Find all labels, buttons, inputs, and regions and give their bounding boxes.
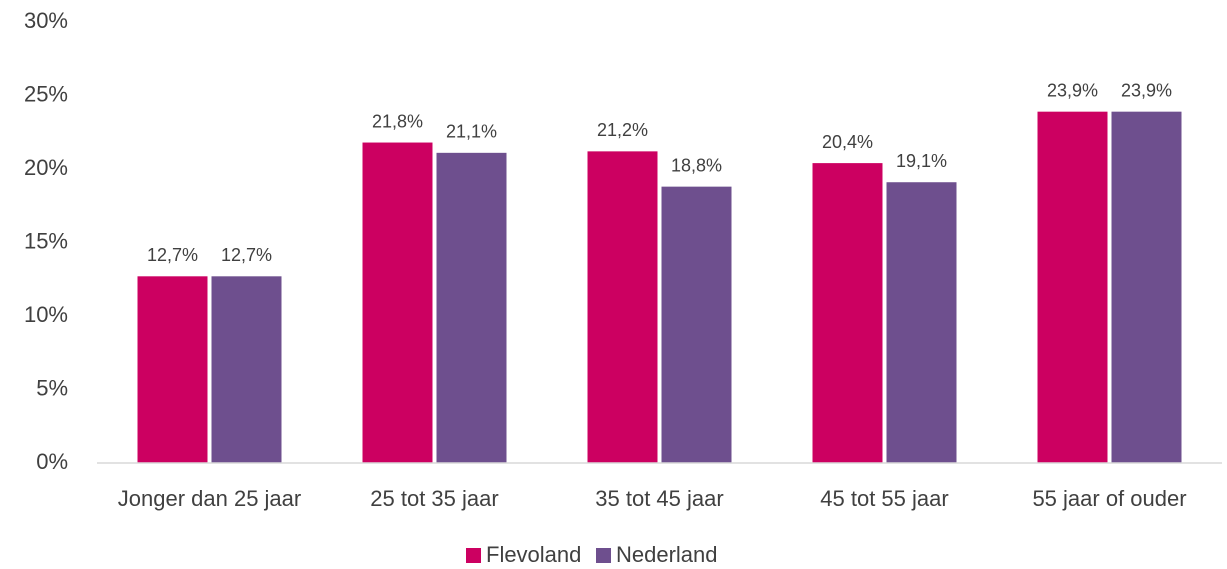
y-tick-label: 15% (24, 228, 68, 253)
bar (362, 142, 433, 464)
y-tick-label: 30% (24, 8, 68, 33)
x-tick-label: 25 tot 35 jaar (370, 486, 498, 511)
y-tick-label: 20% (24, 155, 68, 180)
bar (211, 276, 282, 463)
bar (1037, 111, 1108, 464)
legend-label: Nederland (616, 542, 718, 567)
bar (1111, 111, 1182, 464)
bar (886, 182, 957, 464)
y-tick-label: 0% (36, 449, 68, 474)
legend-swatch (596, 548, 611, 563)
x-tick-label: 35 tot 45 jaar (595, 486, 723, 511)
y-tick-label: 5% (36, 375, 68, 400)
y-tick-label: 25% (24, 81, 68, 106)
bar (137, 276, 208, 463)
x-tick-label: 45 tot 55 jaar (820, 486, 948, 511)
value-label: 21,1% (446, 122, 497, 142)
legend-swatch (466, 548, 481, 563)
value-label: 23,9% (1121, 80, 1172, 100)
value-label: 19,1% (896, 151, 947, 171)
bar (436, 152, 507, 463)
y-tick-label: 10% (24, 302, 68, 327)
value-label: 21,8% (372, 111, 423, 131)
bar (812, 163, 883, 463)
value-label: 23,9% (1047, 80, 1098, 100)
bar (587, 151, 658, 464)
value-label: 21,2% (597, 120, 648, 140)
x-tick-label: Jonger dan 25 jaar (118, 486, 301, 511)
value-label: 12,7% (221, 245, 272, 265)
value-label: 12,7% (147, 245, 198, 265)
x-tick-label: 55 jaar of ouder (1032, 486, 1186, 511)
legend-label: Flevoland (486, 542, 581, 567)
value-label: 20,4% (822, 132, 873, 152)
value-label: 18,8% (671, 155, 722, 175)
bar (661, 186, 732, 463)
